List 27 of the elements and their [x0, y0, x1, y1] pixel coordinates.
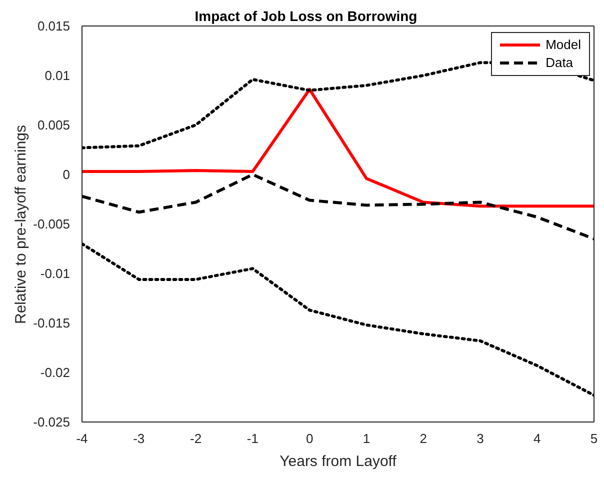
y-tick-label: 0.01	[44, 68, 70, 84]
x-tick-label: 5	[590, 431, 598, 446]
x-tick-label: 1	[362, 431, 370, 446]
x-axis-title: Years from Layoff	[280, 453, 398, 470]
line-series	[82, 242, 594, 397]
chart-title: Impact of Job Loss on Borrowing	[194, 8, 418, 24]
y-tick-label: 0.015	[37, 18, 70, 34]
x-tick-label: -2	[190, 431, 202, 446]
y-tick-label: 0.005	[37, 118, 70, 133]
legend-label: Data	[546, 54, 574, 72]
y-tick-label: -0.02	[40, 365, 70, 380]
x-tick-label: -1	[246, 431, 258, 446]
x-tick-label: 3	[476, 431, 484, 446]
y-tick-label: -0.005	[33, 216, 70, 232]
y-tick-label: -0.015	[33, 316, 70, 331]
x-tick-label: 0	[306, 431, 314, 446]
x-tick-label: -4	[76, 431, 88, 446]
y-tick-label: 0	[62, 167, 70, 182]
y-axis-title: Relative to pre-layoff earnings	[12, 125, 30, 324]
line-series	[82, 88, 594, 208]
y-tick-label: -0.01	[40, 266, 70, 282]
line-series	[82, 173, 594, 240]
x-tick-label: 2	[420, 431, 427, 446]
x-tick-label: -3	[133, 431, 145, 446]
legend-label: Model	[546, 36, 581, 54]
y-tick-label: -0.025	[33, 414, 70, 430]
x-tick-label: 4	[533, 431, 541, 446]
